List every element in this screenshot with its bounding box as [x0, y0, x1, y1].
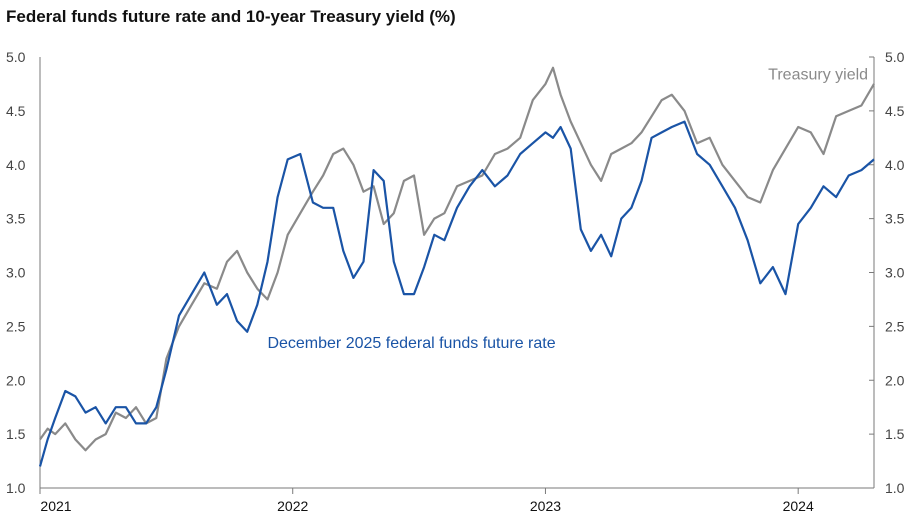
fed-funds-future-label: December 2025 federal funds future rate — [267, 335, 555, 352]
y-tick-label-right: 4.5 — [885, 103, 905, 119]
y-tick-label-left: 2.0 — [6, 372, 26, 388]
x-axis-ticks: 2021 2022 2023 2024 — [39, 488, 814, 514]
y-tick-label-right: 5.0 — [885, 49, 905, 65]
y-tick-label-left: 1.0 — [6, 480, 26, 496]
x-tick-label: 2023 — [530, 498, 561, 514]
y-tick-label-left: 4.5 — [6, 103, 26, 119]
chart-title: Federal funds future rate and 10-year Tr… — [6, 7, 456, 26]
chart-axes — [39, 57, 875, 489]
y-tick-label-left: 1.5 — [6, 426, 26, 442]
y-tick-label-left: 5.0 — [6, 49, 26, 65]
y-tick-label-right: 2.5 — [885, 318, 905, 334]
y-axis-right-ticks: 1.0 1.5 2.0 2.5 3.0 3.5 4.0 4.5 5.0 — [869, 49, 905, 496]
y-tick-label-right: 3.0 — [885, 265, 905, 281]
fed-funds-future-line — [38, 120, 875, 467]
y-tick-label-right: 3.5 — [885, 211, 905, 227]
y-tick-label-left: 4.0 — [6, 157, 26, 173]
x-tick-label: 2022 — [277, 498, 308, 514]
y-tick-label-right: 1.5 — [885, 426, 905, 442]
y-tick-label-right: 2.0 — [885, 372, 905, 388]
series-lines — [38, 66, 875, 467]
y-tick-label-right: 1.0 — [885, 480, 905, 496]
y-tick-label-left: 3.5 — [6, 211, 26, 227]
series-annotations: Treasury yield December 2025 federal fund… — [267, 67, 868, 352]
treasury-yield-label: Treasury yield — [768, 67, 868, 84]
y-tick-label-right: 4.0 — [885, 157, 905, 173]
y-tick-label-left: 2.5 — [6, 318, 26, 334]
x-tick-label: 2021 — [40, 498, 71, 514]
x-tick-label: 2024 — [783, 498, 814, 514]
y-axis-left-ticks: 1.0 1.5 2.0 2.5 3.0 3.5 4.0 4.5 5.0 — [6, 49, 26, 496]
treasury-yield-line — [39, 66, 875, 452]
y-tick-label-left: 3.0 — [6, 265, 26, 281]
